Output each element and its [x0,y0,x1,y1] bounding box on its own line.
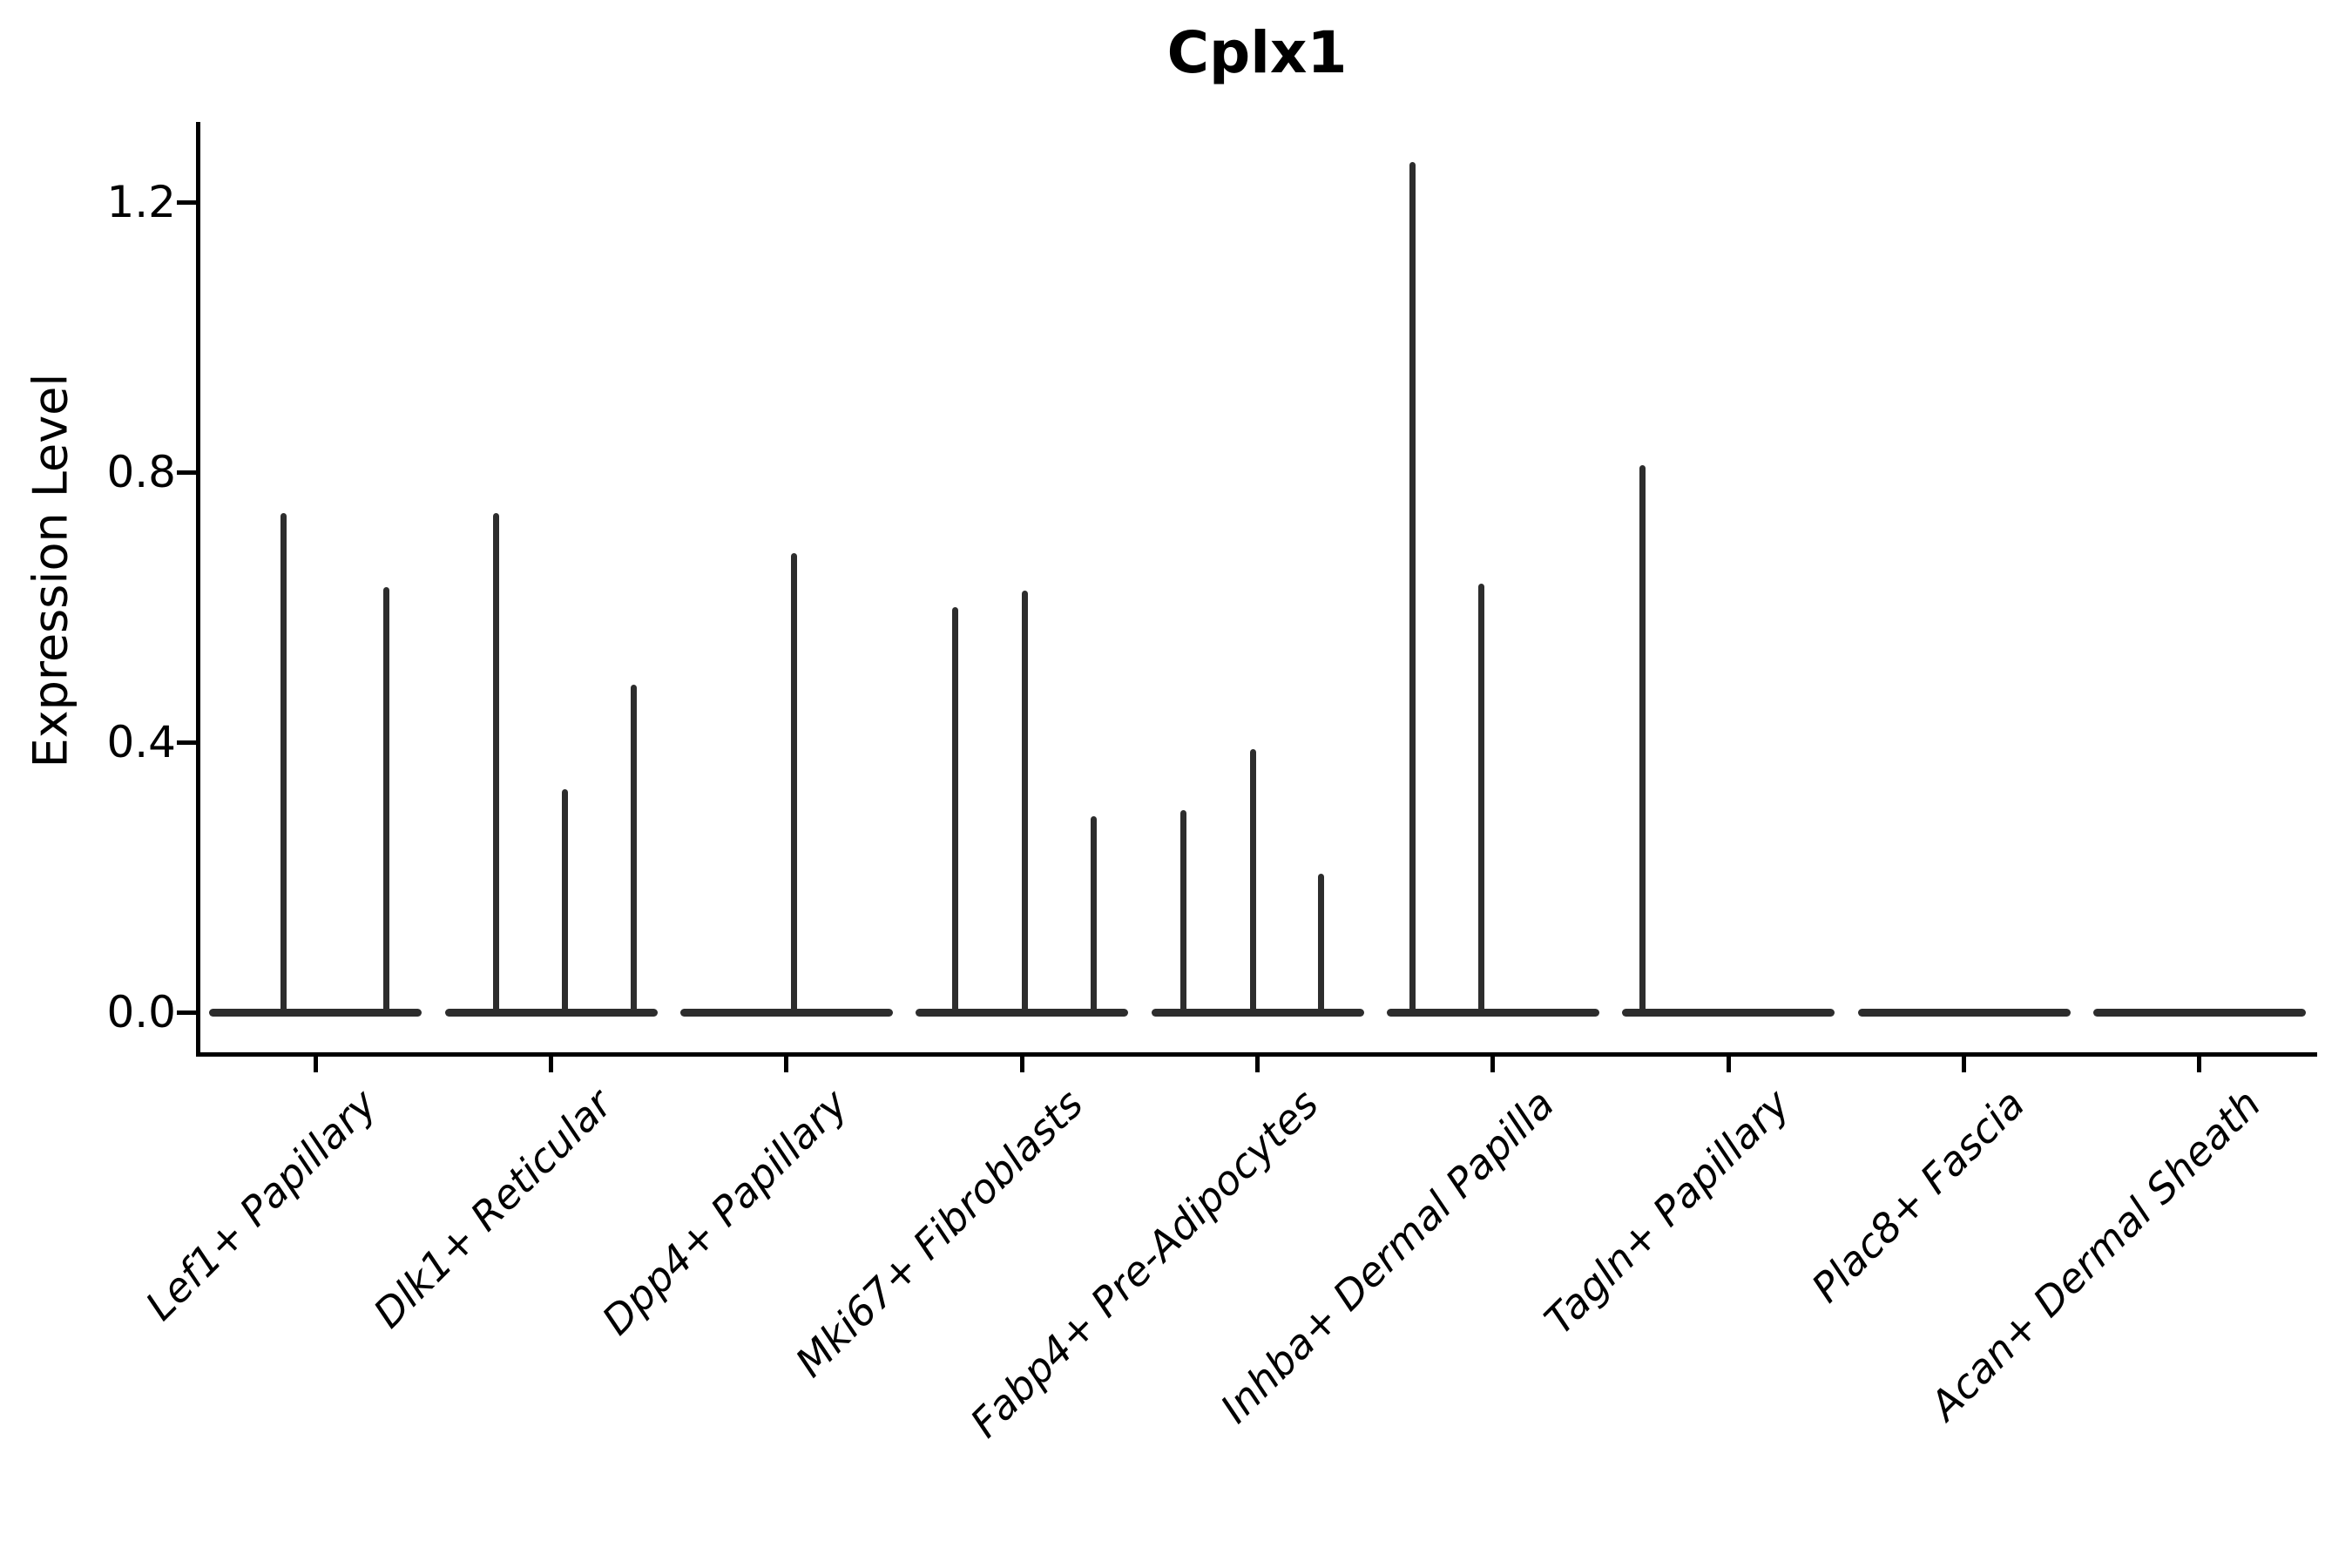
plot-title: Cplx1 [1166,19,1348,86]
x-tick-mark [1019,1056,1024,1072]
violin-spike [1090,816,1097,1012]
violin-body [444,1008,658,1017]
violin-spike [280,512,287,1012]
x-category-label: Dpp4+ Papillary [592,1080,857,1344]
y-axis-spine [195,122,200,1057]
x-tick-mark [784,1056,789,1072]
violin-body [1622,1008,1835,1017]
y-tick-mark [176,470,196,475]
y-tick-mark [176,1010,196,1015]
x-category-label: Dlk1+ Reticular [364,1080,621,1337]
y-tick-mark [176,740,196,745]
violin-spike [493,512,499,1012]
x-category-label: Tagln+ Papillary [1535,1080,1799,1344]
violin-spike [1250,748,1256,1012]
x-tick-mark [549,1056,553,1072]
violin-spike [631,685,637,1012]
y-tick-label: 0.8 [106,447,176,497]
y-tick-label: 0.0 [106,987,176,1037]
violin-spike [382,586,389,1012]
y-axis-label: Expression Level [23,373,78,768]
violin-spike [1021,590,1028,1012]
x-tick-mark [2197,1056,2202,1072]
x-category-label: Lef1+ Papillary [136,1080,386,1329]
x-tick-mark [1726,1056,1731,1072]
violin-spike [951,607,958,1012]
x-tick-mark [1255,1056,1260,1072]
violin-spike [1478,583,1485,1012]
x-axis-spine [195,1051,2317,1057]
x-category-label: Plac8+ Fascia [1802,1080,2034,1312]
violin-spike [562,789,568,1012]
x-tick-mark [1490,1056,1496,1072]
violin-body [1857,1008,2071,1017]
violin-body [209,1008,422,1017]
y-tick-label: 0.4 [106,717,176,767]
violin-body [2092,1008,2306,1017]
violin-spike [1318,874,1324,1012]
violin-body [679,1008,893,1017]
violin-body [916,1008,1129,1017]
violin-spike [1180,809,1186,1012]
violin-spike [791,553,798,1012]
violin-body [1151,1008,1364,1017]
y-tick-label: 1.2 [106,177,176,227]
violin-spike [1639,465,1646,1012]
x-tick-mark [313,1056,318,1072]
y-tick-mark [176,199,196,205]
x-tick-mark [1962,1056,1966,1072]
violin-body [1386,1008,1599,1017]
violin-spike [1409,161,1416,1012]
